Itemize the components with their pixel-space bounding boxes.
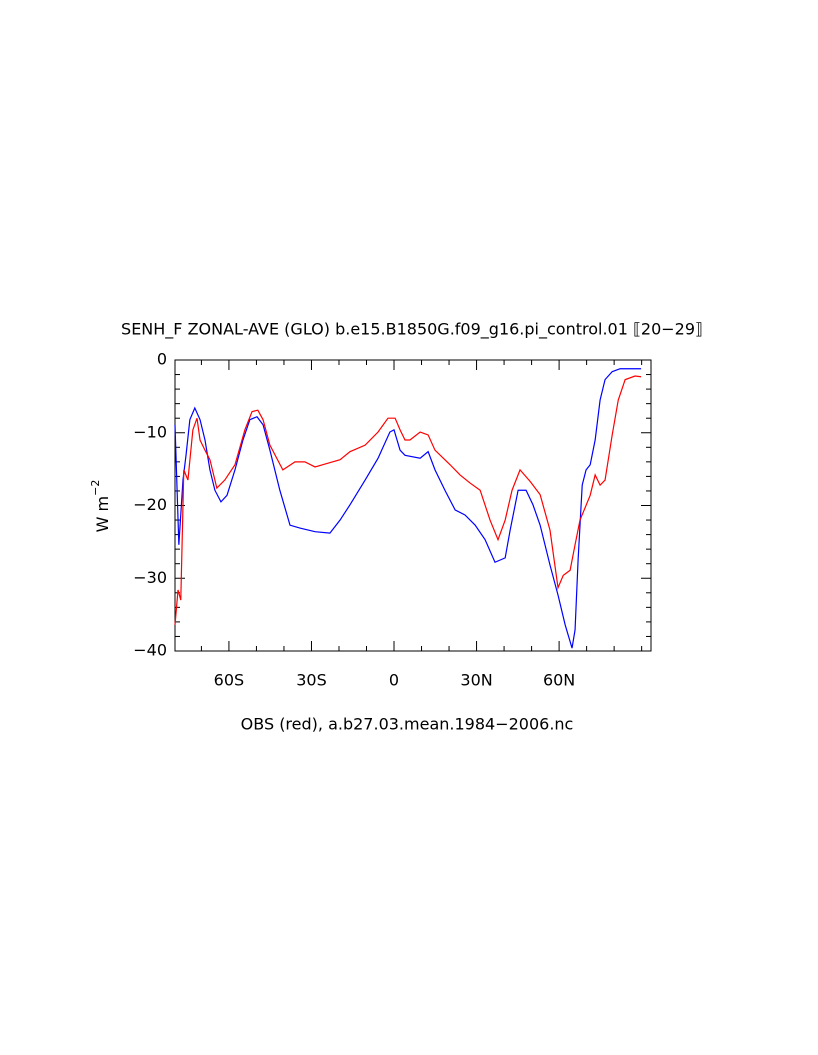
data-line xyxy=(174,375,642,625)
data-line xyxy=(174,368,642,649)
y-label-exponent: −2 xyxy=(89,480,102,496)
y-tick-label: −20 xyxy=(133,495,167,514)
y-tick-label: −40 xyxy=(133,641,167,660)
chart-title: SENH_F ZONAL-AVE (GLO) b.e15.B1850G.f09_… xyxy=(121,320,703,340)
y-axis-label: W m−2 xyxy=(89,480,112,533)
x-tick-label: 60N xyxy=(543,671,575,690)
y-tick-label: −10 xyxy=(133,422,167,441)
y-tick-label: −30 xyxy=(133,568,167,587)
x-tick-label: 30S xyxy=(296,671,327,690)
plot-frame xyxy=(174,359,652,652)
y-label-text: W m xyxy=(93,496,112,533)
x-tick-label: 60S xyxy=(214,671,245,690)
y-tick-label: 0 xyxy=(157,350,167,369)
x-tick-label: 30N xyxy=(460,671,492,690)
x-tick-label: 0 xyxy=(389,671,399,690)
caption: OBS (red), a.b27.03.mean.1984−2006.nc xyxy=(241,715,574,734)
